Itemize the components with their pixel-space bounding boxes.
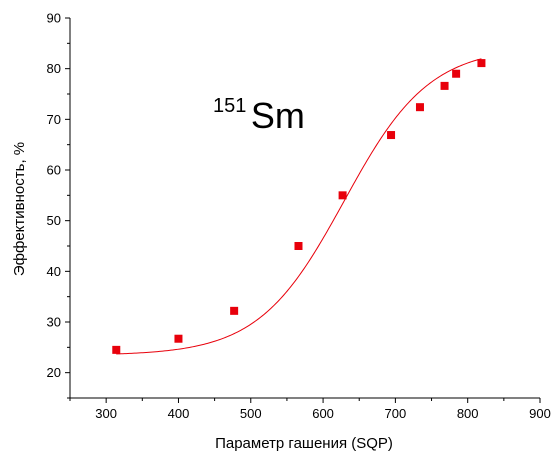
data-point (452, 70, 460, 78)
y-tick-label: 50 (47, 213, 61, 228)
data-point (294, 242, 302, 250)
y-tick-label: 40 (47, 264, 61, 279)
data-point (387, 131, 395, 139)
data-point (230, 307, 238, 315)
x-tick-label: 900 (529, 406, 551, 421)
data-point (441, 82, 449, 90)
y-tick-label: 80 (47, 61, 61, 76)
x-tick-label: 600 (312, 406, 334, 421)
data-point (339, 191, 347, 199)
x-tick-label: 300 (95, 406, 117, 421)
data-point (174, 335, 182, 343)
x-axis-title: Параметр гашения (SQP) (215, 435, 393, 452)
y-tick-label: 90 (47, 11, 61, 26)
isotope-annotation: 151 Sm (213, 95, 305, 136)
y-tick-label: 30 (47, 315, 61, 330)
x-tick-label: 400 (168, 406, 190, 421)
y-axis-title: Эффективность, % (11, 142, 28, 276)
x-tick-label: 500 (240, 406, 262, 421)
data-point (477, 59, 485, 67)
y-tick-label: 20 (47, 365, 61, 380)
x-tick-label: 800 (457, 406, 479, 421)
axes: 300 400 500 600 700 800 900 20 30 40 50 60 70 80 90 (47, 11, 551, 422)
x-tick-label: 700 (385, 406, 407, 421)
data-point (416, 103, 424, 111)
y-tick-label: 70 (47, 112, 61, 127)
data-point (112, 346, 120, 354)
y-tick-label: 60 (47, 163, 61, 178)
isotope-symbol: Sm (251, 95, 305, 136)
isotope-mass-number: 151 (213, 95, 246, 117)
